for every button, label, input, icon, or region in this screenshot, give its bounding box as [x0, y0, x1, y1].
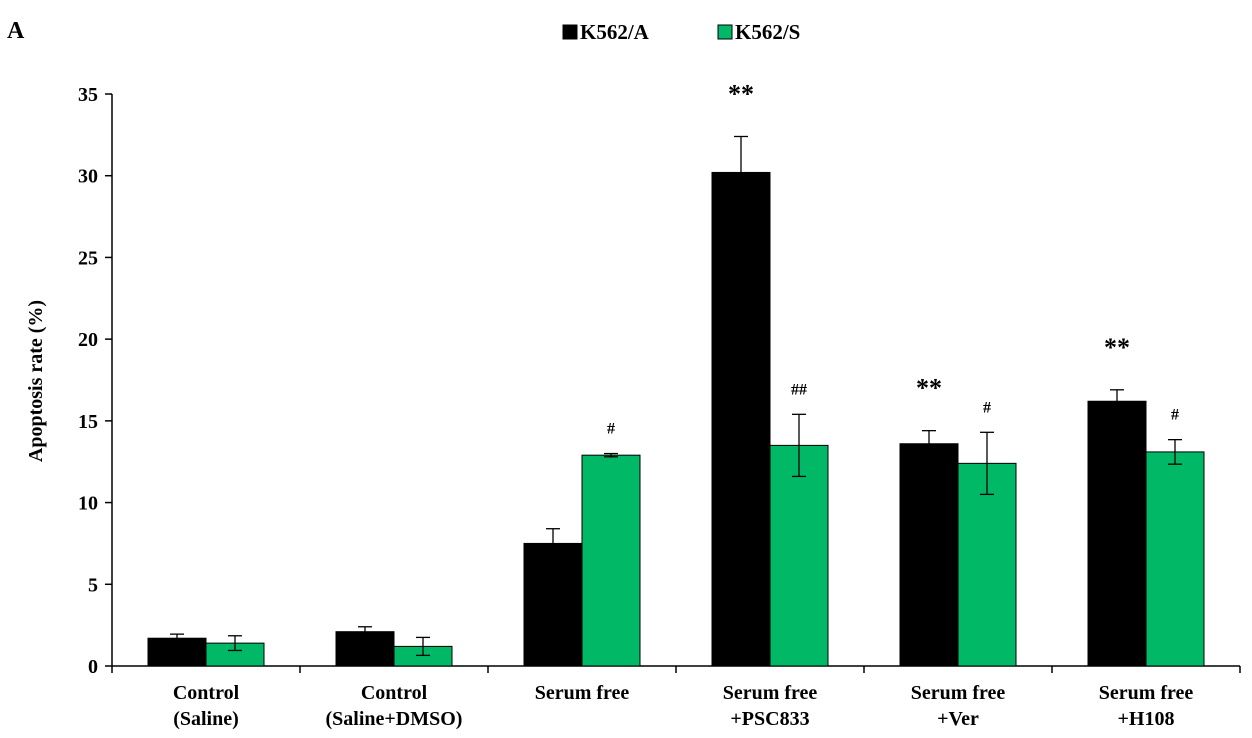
significance-marker: # [983, 399, 991, 416]
bars: ******#### # [147, 79, 1205, 667]
significance-marker: ## [791, 381, 807, 398]
significance-marker: # [607, 421, 615, 438]
y-axis-label: Apoptosis rate (%) [25, 300, 47, 462]
y-tick-label: 0 [88, 656, 98, 678]
x-tick-label: Control (Saline) [173, 682, 240, 730]
y-tick-label: 10 [78, 493, 98, 515]
bar-k562-a [1087, 400, 1147, 667]
bar-k562-s [1145, 451, 1205, 667]
panel-label: A [7, 18, 25, 44]
bar-k562-a [335, 631, 395, 667]
significance-marker: ** [1104, 333, 1130, 362]
bar-k562-s [769, 444, 829, 667]
x-tick-label: Control (Saline+DMSO) [326, 682, 463, 730]
legend-swatch [717, 24, 733, 40]
legend-label: K562/S [735, 20, 800, 44]
bar-k562-a [899, 443, 959, 667]
y-tick-label: 35 [78, 84, 98, 106]
y-tick-label: 30 [78, 166, 98, 188]
significance-marker: # [1171, 407, 1179, 424]
x-tick-label: Serum free +Ver [911, 682, 1006, 730]
y-tick-label: 15 [78, 411, 98, 433]
bar-k562-s [957, 462, 1017, 667]
bar-k562-a [711, 171, 771, 667]
bar-k562-a [523, 542, 583, 667]
significance-marker: ** [728, 79, 754, 108]
legend: K562/A K562/S [562, 20, 800, 44]
y-tick-label: 25 [78, 247, 98, 269]
y-tick-label: 5 [88, 574, 98, 596]
x-tick-label: Serum free +PSC833 [723, 682, 818, 730]
legend-swatch [562, 24, 578, 40]
y-axis: 0 5 10 15 20 25 30 35 [78, 84, 113, 678]
bar-k562-s [581, 454, 641, 667]
x-tick-label: Serum free [535, 682, 630, 704]
x-tick-label: Serum free +H108 [1099, 682, 1194, 730]
legend-label: K562/A [580, 20, 650, 44]
y-tick-label: 20 [78, 329, 98, 351]
significance-marker: ** [916, 374, 942, 403]
x-axis: Control (Saline) Control (Saline+DMSO) Serum… [111, 665, 1241, 730]
